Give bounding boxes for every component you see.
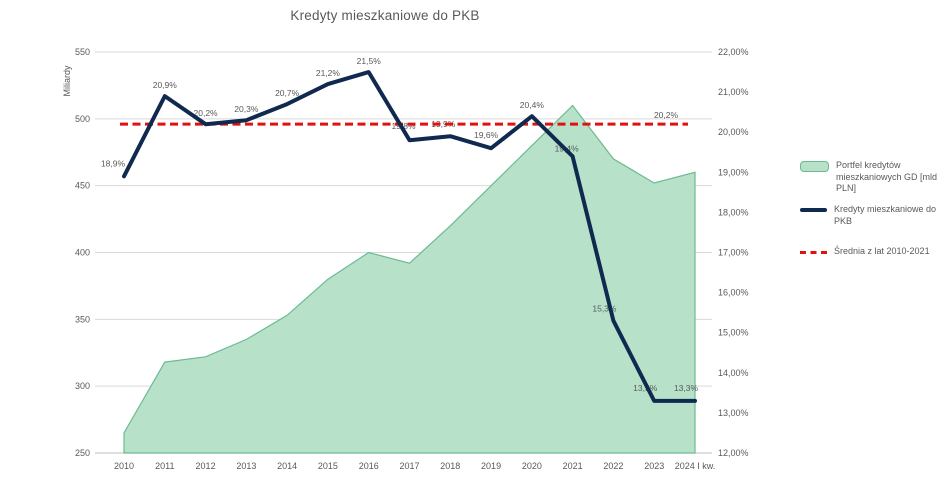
- y-axis-left-tick-label: 300: [75, 381, 90, 391]
- x-axis-tick-label: 2015: [318, 461, 338, 471]
- x-axis-tick-label: 2011: [155, 461, 174, 471]
- y-axis-right-tick-label: 19,00%: [718, 167, 749, 177]
- data-label: 21,2%: [316, 68, 341, 78]
- x-axis-tick-label: 2012: [196, 461, 216, 471]
- average-value-label: 20,2%: [654, 110, 679, 120]
- y-axis-left-tick-label: 550: [75, 47, 90, 57]
- x-axis-tick-label: 2017: [399, 461, 419, 471]
- legend: Portfel kredytów mieszkaniowych GD [mld …: [800, 160, 946, 267]
- data-label: 13,3%: [674, 383, 699, 393]
- data-label: 19,8%: [391, 121, 416, 131]
- data-label: 21,5%: [357, 56, 382, 66]
- data-label: 19,6%: [474, 130, 499, 140]
- y-axis-right-tick-label: 21,00%: [718, 87, 749, 97]
- y-axis-right-tick-label: 15,00%: [718, 328, 749, 338]
- y-axis-right-tick-label: 20,00%: [718, 127, 749, 137]
- average-line-swatch-icon: [800, 251, 827, 255]
- data-label: 20,3%: [234, 104, 259, 114]
- legend-label-srednia: Średnia z lat 2010-2021: [834, 246, 930, 257]
- y-axis-right-tick-label: 12,00%: [718, 448, 749, 458]
- data-label: 20,4%: [520, 100, 545, 110]
- y-axis-right-tick-label: 17,00%: [718, 248, 749, 258]
- x-axis-tick-label: 2016: [359, 461, 379, 471]
- chart-title: Kredyty mieszkaniowe do PKB: [290, 8, 480, 23]
- x-axis-tick-label: 2010: [114, 461, 134, 471]
- data-label: 18,9%: [101, 158, 126, 168]
- y-axis-left-tick-label: 450: [75, 181, 90, 191]
- data-label: 20,2%: [194, 108, 219, 118]
- x-axis-tick-label: 2019: [481, 461, 501, 471]
- x-axis-tick-label: 2018: [440, 461, 460, 471]
- data-label: 20,9%: [153, 80, 178, 90]
- data-label: 15,3%: [592, 304, 617, 314]
- x-axis-tick-label: 2021: [563, 461, 583, 471]
- y-axis-right-tick-label: 22,00%: [718, 47, 749, 57]
- y-axis-right-tick-label: 18,00%: [718, 207, 749, 217]
- x-axis-tick-label: 2024 I kw.: [675, 461, 716, 471]
- x-axis-tick-label: 2013: [236, 461, 256, 471]
- legend-item-srednia: Średnia z lat 2010-2021: [800, 246, 946, 258]
- y-axis-left-title: Miliardy: [62, 65, 72, 97]
- line-series-swatch-icon: [800, 208, 827, 213]
- y-axis-right-tick-label: 14,00%: [718, 368, 749, 378]
- x-axis-tick-label: 2022: [603, 461, 623, 471]
- y-axis-left-tick-label: 500: [75, 114, 90, 124]
- area-series-swatch-icon: [800, 161, 829, 172]
- y-axis-left-tick-label: 350: [75, 314, 90, 324]
- x-axis-tick-label: 2014: [277, 461, 297, 471]
- data-label: 20,7%: [275, 88, 300, 98]
- legend-label-portfel: Portfel kredytów mieszkaniowych GD [mld …: [836, 160, 938, 194]
- y-axis-left-tick-label: 400: [75, 248, 90, 258]
- data-label: 19,9%: [431, 119, 456, 129]
- y-axis-left-tick-label: 250: [75, 448, 90, 458]
- x-axis-tick-label: 2020: [522, 461, 542, 471]
- legend-item-kredyty: Kredyty mieszkaniowe do PKB: [800, 204, 946, 227]
- pkb-line: [122, 70, 697, 403]
- y-axis-right-tick-label: 13,00%: [718, 408, 749, 418]
- legend-item-portfel: Portfel kredytów mieszkaniowych GD [mld …: [800, 160, 946, 195]
- y-axis-right-tick-label: 16,00%: [718, 288, 749, 298]
- area-series-portfel: [123, 104, 696, 454]
- x-axis-tick-label: 2023: [644, 461, 664, 471]
- legend-label-kredyty: Kredyty mieszkaniowe do PKB: [834, 204, 937, 226]
